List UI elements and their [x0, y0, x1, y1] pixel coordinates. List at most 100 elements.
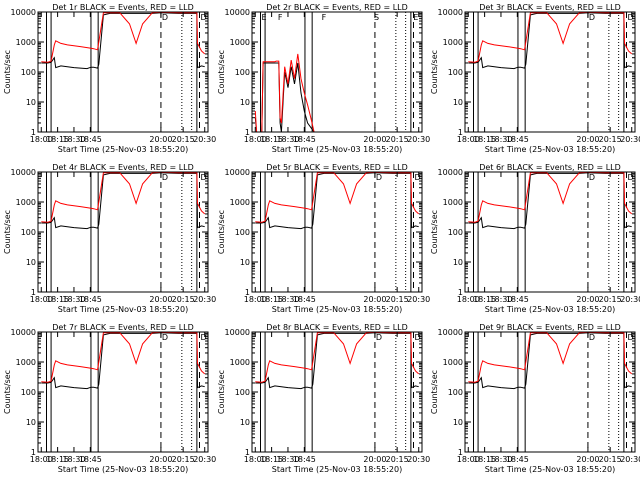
x-tick-label-2: 18:30: [276, 455, 299, 464]
x-tick-label-4: 20:00: [363, 135, 386, 144]
y-tick-label-0: 1: [458, 448, 463, 457]
y-axis-label: Counts/sec: [217, 210, 226, 254]
x-tick-label-0: 18:00: [244, 295, 267, 304]
x-tick-label-5: 20:15: [599, 295, 622, 304]
marker-flag-1: D: [628, 333, 634, 342]
x-tick-label-5: 20:15: [599, 455, 622, 464]
marker-flag-1: D: [201, 13, 207, 22]
panel-title: Det 5r BLACK = Events, RED = LLD: [266, 163, 408, 172]
marker-flag-0: D: [376, 333, 382, 342]
x-axis-label: Start Time (25-Nov-03 18:55:20): [58, 465, 188, 474]
x-tick-label-3: 18:45: [506, 295, 529, 304]
x-tick-label-5: 20:15: [386, 295, 409, 304]
x-tick-label-6: 20:30: [193, 135, 216, 144]
marker-flag-0: D: [162, 13, 168, 22]
x-tick-label-0: 18:00: [30, 455, 53, 464]
y-tick-label-3: 1000: [443, 38, 463, 47]
panel-title: Det 8r BLACK = Events, RED = LLD: [266, 323, 408, 332]
marker-flag-0: D: [589, 13, 595, 22]
x-axis-label: Start Time (25-Nov-03 18:55:20): [58, 145, 188, 154]
series-events-line: [468, 332, 632, 390]
y-tick-label-0: 1: [31, 448, 36, 457]
y-axis-label: Counts/sec: [217, 50, 226, 94]
y-tick-label-1: 10: [26, 418, 36, 427]
x-tick-label-6: 20:30: [407, 455, 430, 464]
y-axis-label: Counts/sec: [3, 370, 12, 414]
x-tick-label-6: 20:30: [620, 295, 640, 304]
x-tick-label-1: 18:15: [473, 455, 496, 464]
x-tick-label-3: 18:45: [506, 135, 529, 144]
panel-title: Det 1r BLACK = Events, RED = LLD: [52, 3, 194, 12]
marker-flag-1: D: [628, 13, 634, 22]
y-tick-label-2: 100: [448, 68, 463, 77]
series-events-line: [41, 12, 205, 70]
x-axis-label: Start Time (25-Nov-03 18:55:20): [272, 305, 402, 314]
x-tick-label-3: 18:45: [506, 455, 529, 464]
x-tick-label-1: 18:15: [46, 455, 69, 464]
y-tick-label-4: 10000: [225, 328, 250, 337]
x-tick-label-1: 18:15: [260, 295, 283, 304]
marker-flag-0: E: [262, 13, 267, 22]
x-tick-label-1: 18:15: [260, 455, 283, 464]
y-axis-label: Counts/sec: [3, 50, 12, 94]
y-axis-label: Counts/sec: [430, 370, 439, 414]
y-tick-label-4: 10000: [438, 328, 463, 337]
y-tick-label-0: 1: [31, 288, 36, 297]
x-tick-label-4: 20:00: [576, 455, 599, 464]
marker-flag-1: D: [201, 333, 207, 342]
x-tick-label-5: 20:15: [386, 455, 409, 464]
marker-flag-0: D: [589, 333, 595, 342]
marker-flag-3: S: [374, 13, 379, 22]
marker-flag-1: F: [278, 13, 283, 22]
y-tick-label-3: 1000: [16, 38, 36, 47]
x-tick-label-2: 18:30: [276, 135, 299, 144]
marker-flag-1: D: [415, 333, 421, 342]
y-tick-label-0: 1: [458, 288, 463, 297]
series-events-line: [468, 12, 632, 70]
y-tick-label-1: 10: [240, 418, 250, 427]
marker-flag-0: D: [376, 173, 382, 182]
y-tick-label-3: 1000: [230, 38, 250, 47]
y-tick-label-2: 100: [21, 68, 36, 77]
x-tick-label-3: 18:45: [79, 295, 102, 304]
y-tick-label-3: 1000: [443, 198, 463, 207]
y-tick-label-2: 100: [235, 228, 250, 237]
marker-flag-1: D: [415, 173, 421, 182]
x-tick-label-3: 18:45: [293, 295, 316, 304]
series-events-line: [468, 172, 632, 230]
x-tick-label-2: 18:30: [489, 135, 512, 144]
y-tick-label-3: 1000: [443, 358, 463, 367]
y-tick-label-3: 1000: [230, 358, 250, 367]
y-tick-label-4: 10000: [11, 168, 36, 177]
x-tick-label-4: 20:00: [363, 295, 386, 304]
x-tick-label-4: 20:00: [576, 135, 599, 144]
x-tick-label-6: 20:30: [620, 135, 640, 144]
x-tick-label-4: 20:00: [576, 295, 599, 304]
x-tick-label-2: 18:30: [276, 295, 299, 304]
x-tick-label-3: 18:45: [293, 135, 316, 144]
x-tick-label-4: 20:00: [149, 135, 172, 144]
y-tick-label-2: 100: [21, 228, 36, 237]
series-events-line: [41, 172, 205, 230]
marker-flag-1: D: [201, 173, 207, 182]
x-tick-label-4: 20:00: [149, 295, 172, 304]
x-tick-label-0: 18:00: [30, 295, 53, 304]
y-tick-label-0: 1: [245, 288, 250, 297]
x-tick-label-0: 18:00: [457, 455, 480, 464]
x-tick-label-1: 18:15: [473, 295, 496, 304]
y-tick-label-2: 100: [21, 388, 36, 397]
x-axis-label: Start Time (25-Nov-03 18:55:20): [58, 305, 188, 314]
marker-flag-0: D: [162, 173, 168, 182]
x-tick-label-4: 20:00: [363, 455, 386, 464]
y-tick-label-0: 1: [458, 128, 463, 137]
x-tick-label-2: 18:30: [489, 455, 512, 464]
y-tick-label-4: 10000: [225, 168, 250, 177]
y-tick-label-4: 10000: [11, 328, 36, 337]
y-tick-label-0: 1: [245, 128, 250, 137]
x-axis-label: Start Time (25-Nov-03 18:55:20): [485, 145, 615, 154]
